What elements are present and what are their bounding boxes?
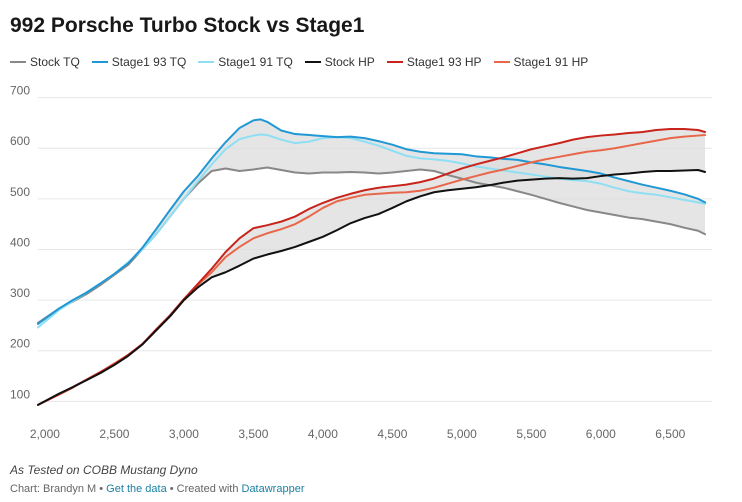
y-tick-label: 700 [10,84,30,98]
y-tick-label: 200 [10,337,30,351]
chart-title: 992 Porsche Turbo Stock vs Stage1 [10,14,365,37]
legend-swatch [386,61,403,63]
series-line-stage1-93-tq [37,118,707,325]
y-tick-label: 400 [10,235,30,249]
created-with-text: • Created with [166,483,242,495]
legend-label: Stage1 93 TQ [111,55,187,69]
x-tick-label: 6,000 [586,427,616,441]
credit-text: Chart: Brandyn M [10,483,97,495]
x-tick-label: 4,500 [377,427,407,441]
legend-swatch [198,61,215,63]
legend: Stock TQ Stage1 93 TQ Stage1 91 TQ Stock HP… [10,55,600,69]
legend-label: Stock TQ [30,55,80,69]
x-tick-label: 4,000 [308,427,338,441]
legend-label: Stage1 91 HP [513,55,589,69]
legend-item: Stage1 93 TQ [91,55,187,69]
legend-label: Stage1 91 TQ [218,55,293,69]
shaded-range [38,128,706,405]
x-tick-label: 2,000 [30,427,60,441]
legend-item: Stage1 91 TQ [198,55,293,69]
datawrapper-link[interactable]: Datawrapper [241,483,305,495]
line-chart: 100 200 300 400 500 600 700 2,000 2,500 3,000 3,50… [10,84,712,441]
legend-swatch [91,61,108,63]
legend-swatch [10,61,26,63]
x-tick-label: 2,500 [99,427,129,441]
y-tick-label: 300 [10,286,30,300]
y-tick-label: 600 [10,134,30,148]
x-tick-label: 3,000 [169,427,199,441]
legend-swatch [493,61,510,63]
legend-item: Stage1 91 HP [493,55,589,69]
x-tick-label: 6,500 [655,427,685,441]
legend-swatch [304,61,321,63]
legend-label: Stage1 93 HP [406,55,482,69]
legend-item: Stock HP [304,55,375,69]
separator: • [96,483,107,495]
legend-item: Stage1 93 HP [386,55,482,69]
y-tick-label: 100 [10,387,30,401]
x-tick-label: 5,500 [516,427,546,441]
chart-footer: Chart: Brandyn M • Get the data • Create… [10,483,304,495]
y-tick-label: 500 [10,185,30,199]
series-line-stage1-91-tq [37,133,707,329]
x-tick-label: 5,000 [447,427,477,441]
legend-label: Stock HP [324,55,375,69]
chart-notes: As Tested on COBB Mustang Dyno [10,463,198,477]
legend-item: Stock TQ [10,55,80,69]
series-line-stock-hp [37,168,707,406]
get-data-link[interactable]: Get the data [106,483,167,495]
x-tick-label: 3,500 [238,427,268,441]
